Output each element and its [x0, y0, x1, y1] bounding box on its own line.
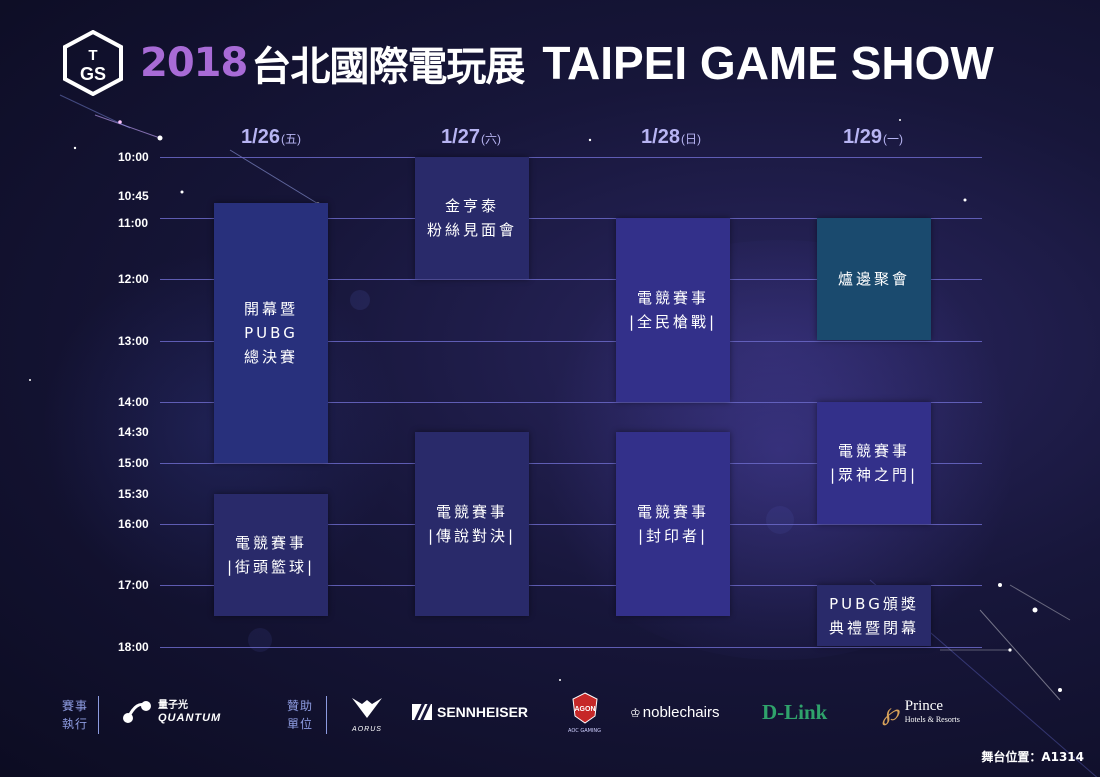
schedule-event: 電競賽事 |傳說對決|	[415, 432, 529, 616]
page-header: T GS 2018 台北國際電玩展 TAIPEI GAME SHOW	[60, 28, 994, 98]
aorus-eagle-icon	[352, 698, 382, 718]
hour-gridline	[160, 279, 982, 280]
schedule-event: 金亨泰 粉絲見面會	[415, 157, 529, 279]
time-label: 18:00	[118, 639, 149, 654]
event-title: 電競賽事 |全民槍戰|	[628, 289, 718, 331]
schedule-event: 電競賽事 |全民槍戰|	[616, 218, 730, 402]
schedule-event: 電競賽事 |封印者|	[616, 432, 730, 616]
sennheiser-icon	[412, 702, 432, 722]
schedule-event: 開幕暨 PUBG 總決賽	[214, 203, 328, 463]
quantum-name-cn: 量子光	[158, 700, 188, 711]
title-chinese: 台北國際電玩展	[251, 44, 525, 90]
hour-gridline	[160, 463, 982, 464]
hour-gridline	[160, 585, 982, 586]
sponsor-noblechairs: ♔ noblechairs	[630, 704, 719, 721]
day-header-3: 1/28(日)	[596, 126, 746, 149]
hour-gridline	[160, 524, 982, 525]
title-english: TAIPEI GAME SHOW	[542, 37, 994, 89]
day-header-4: 1/29(一)	[798, 126, 948, 149]
time-label: 12:00	[118, 272, 149, 287]
day-weekday: (日)	[680, 132, 701, 146]
hour-gridline	[160, 218, 982, 219]
quantum-logo: 量子光 QUANTUM	[120, 698, 221, 726]
hour-gridline	[160, 157, 982, 158]
quantum-name-en: QUANTUM	[158, 712, 222, 724]
organizer-label: 賽事 執行	[61, 699, 88, 731]
event-title: 爐邊聚會	[837, 270, 910, 288]
day-date: 1/26	[241, 126, 280, 148]
day-weekday: (五)	[280, 132, 301, 146]
time-label: 14:30	[118, 425, 149, 440]
time-label: 10:00	[118, 150, 149, 164]
day-date: 1/27	[441, 126, 480, 148]
sponsor-aorus: AORUS	[350, 694, 384, 733]
sponsor-name: noblechairs	[642, 704, 720, 721]
agon-sub-label: AOC GAMING	[568, 728, 602, 734]
event-title: 開幕暨 PUBG 總決賽	[243, 300, 298, 366]
day-header-2: 1/27(六)	[396, 126, 546, 149]
day-date: 1/29	[843, 126, 882, 148]
sponsor-agon: AGON AOC GAMING	[568, 692, 601, 734]
quantum-icon	[123, 701, 151, 723]
time-label: 14:00	[118, 394, 149, 409]
sponsor-dlink: D-Link	[762, 700, 827, 725]
sponsor-sennheiser: SENNHEISER	[412, 702, 529, 722]
svg-text:T: T	[88, 47, 97, 64]
hour-gridline	[160, 341, 982, 342]
event-title: 電競賽事 |封印者|	[636, 503, 709, 545]
prince-monogram-icon: ℘	[882, 700, 899, 726]
prince-sub-label: Hotels & Resorts	[904, 714, 960, 724]
sponsor-prince: ℘ Prince Hotels & Resorts	[882, 698, 960, 727]
booth-location: 舞台位置：A1314	[981, 750, 1084, 764]
agon-shield-icon: AGON	[571, 692, 598, 724]
schedule-event: PUBG頒獎 典禮暨閉幕	[817, 585, 931, 646]
day-weekday: (一)	[882, 132, 903, 146]
svg-text:GS: GS	[80, 64, 106, 84]
sponsor-name: SENNHEISER	[437, 704, 529, 720]
schedule-event: 電競賽事 |眾神之門|	[817, 402, 931, 524]
event-title: 電競賽事 |傳說對決|	[427, 503, 517, 545]
time-label: 15:30	[118, 486, 149, 501]
noblechairs-crown-icon: ♔	[630, 705, 641, 720]
time-label: 16:00	[118, 517, 149, 532]
time-label: 13:00	[118, 333, 149, 348]
hour-gridline	[160, 402, 982, 403]
sponsor-name: AORUS	[352, 726, 382, 733]
event-title: 電競賽事 |街頭籃球|	[226, 534, 316, 576]
time-label: 15:00	[118, 456, 149, 470]
time-label: 11:00	[118, 216, 149, 231]
schedule-event: 爐邊聚會	[817, 218, 931, 340]
day-date: 1/28	[641, 126, 680, 148]
day-header-1: 1/26(五)	[196, 126, 346, 149]
sponsor-name: D-Link	[762, 700, 828, 724]
sponsor-name: AGON	[574, 706, 595, 713]
event-title: PUBG頒獎 典禮暨閉幕	[828, 594, 919, 637]
event-title: 金亨泰 粉絲見面會	[426, 197, 517, 239]
time-label: 17:00	[118, 578, 149, 593]
hour-gridline	[160, 647, 982, 648]
title-year: 2018	[140, 40, 248, 86]
divider	[326, 696, 327, 734]
divider	[98, 696, 99, 734]
event-title: 電競賽事 |眾神之門|	[829, 442, 919, 484]
time-label: 10:45	[118, 188, 149, 203]
sponsor-name: Prince	[904, 697, 944, 714]
schedule-event: 電競賽事 |街頭籃球|	[214, 494, 328, 616]
tgs-logo-icon: T GS	[63, 30, 123, 96]
sponsor-label: 贊助 單位	[286, 699, 313, 731]
day-weekday: (六)	[480, 132, 501, 146]
